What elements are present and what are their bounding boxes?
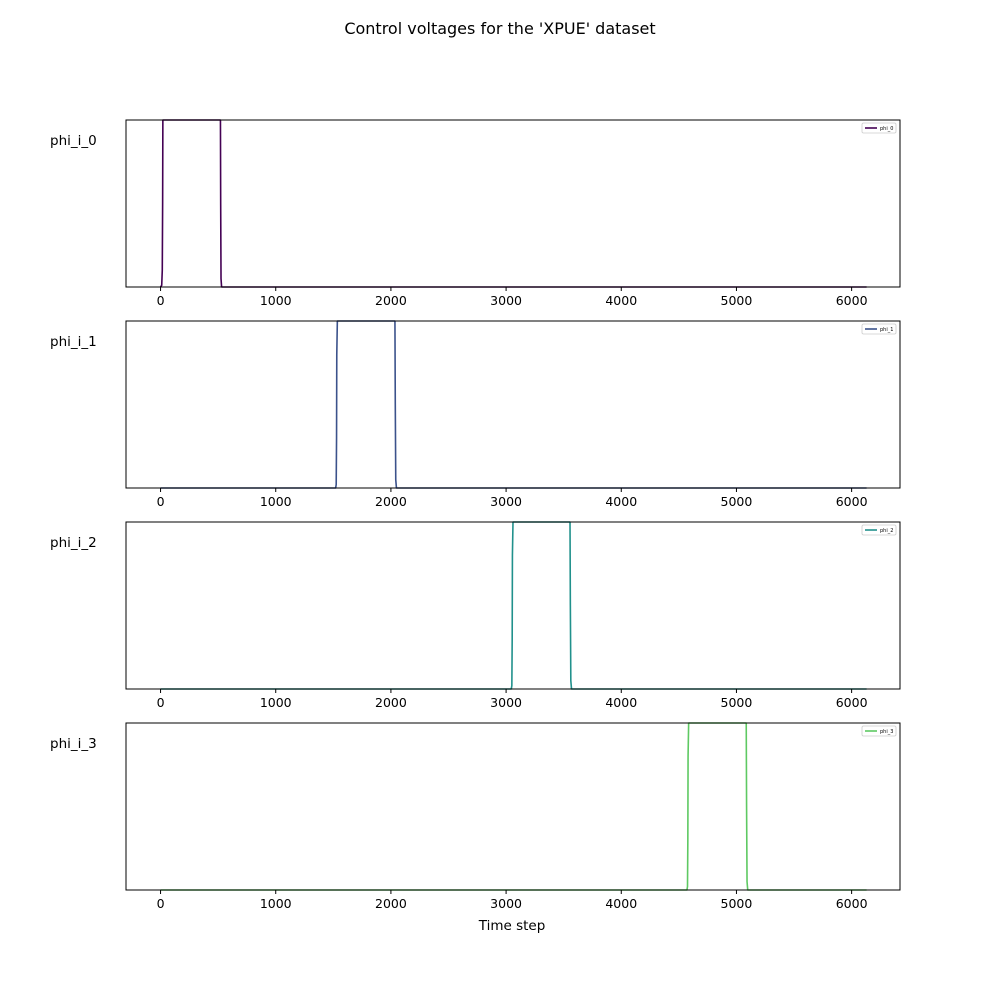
subplot-3: 0 1000 2000 3000 4000 5000 6000 phi_i_3 phi_3 (50, 722, 901, 911)
x-tick-label: 4000 (605, 494, 637, 509)
x-tick-label: 3000 (490, 494, 522, 509)
y-axis-label: phi_i_0 (50, 133, 97, 149)
x-tick-label: 2000 (375, 695, 407, 710)
x-tick-label: 0 (157, 494, 165, 509)
legend-label: phi_3 (880, 729, 893, 735)
axes-frame (125, 320, 901, 489)
series-line-phi_0 (159, 119, 867, 288)
x-tick-label: 2000 (375, 494, 407, 509)
subplot-panels: 0 1000 2000 3000 4000 5000 6000 phi_i_0 phi_0 0 10… (50, 119, 901, 911)
axes-frame (125, 119, 901, 288)
x-tick-label: 3000 (490, 695, 522, 710)
x-tick-label: 1000 (260, 494, 292, 509)
x-tick-label: 4000 (605, 896, 637, 911)
axes-frame (125, 521, 901, 690)
subplot-2: 0 1000 2000 3000 4000 5000 6000 phi_i_2 phi_2 (50, 521, 901, 710)
x-tick-label: 1000 (260, 695, 292, 710)
x-tick-label: 1000 (260, 293, 292, 308)
x-tick-label: 5000 (721, 695, 753, 710)
x-tick-label: 4000 (605, 695, 637, 710)
legend-label: phi_2 (880, 528, 893, 534)
x-axis-label: Time step (478, 918, 546, 934)
subplot-1: 0 1000 2000 3000 4000 5000 6000 phi_i_1 phi_1 (50, 320, 901, 509)
axes-frame (125, 722, 901, 891)
legend-box (861, 524, 897, 536)
legend: phi_3 (861, 725, 897, 737)
x-tick-label: 0 (157, 896, 165, 911)
x-tick-label: 6000 (836, 896, 868, 911)
chart-title: Control voltages for the 'XPUE' dataset (344, 19, 655, 38)
x-tick-label: 1000 (260, 896, 292, 911)
x-tick-label: 4000 (605, 293, 637, 308)
series-line-phi_3 (160, 722, 867, 891)
series-line-phi_1 (160, 320, 867, 489)
subplot-0: 0 1000 2000 3000 4000 5000 6000 phi_i_0 phi_0 (50, 119, 901, 308)
legend-box (861, 725, 897, 737)
x-tick-label: 6000 (836, 293, 868, 308)
legend-label: phi_0 (880, 126, 893, 132)
x-tick-label: 5000 (721, 896, 753, 911)
y-axis-label: phi_i_1 (50, 334, 97, 350)
series-line-phi_2 (160, 521, 867, 690)
x-tick-label: 2000 (375, 293, 407, 308)
x-tick-label: 5000 (721, 494, 753, 509)
x-tick-label: 6000 (836, 494, 868, 509)
x-tick-label: 2000 (375, 896, 407, 911)
x-tick-label: 3000 (490, 293, 522, 308)
legend-label: phi_1 (880, 327, 893, 333)
legend-box (861, 323, 897, 335)
y-axis-label: phi_i_2 (50, 535, 97, 551)
x-tick-label: 5000 (721, 293, 753, 308)
legend: phi_0 (861, 122, 897, 134)
legend-box (861, 122, 897, 134)
x-tick-label: 0 (157, 293, 165, 308)
legend: phi_2 (861, 524, 897, 536)
y-axis-label: phi_i_3 (50, 736, 97, 752)
legend: phi_1 (861, 323, 897, 335)
x-tick-label: 6000 (836, 695, 868, 710)
x-tick-label: 3000 (490, 896, 522, 911)
x-tick-label: 0 (157, 695, 165, 710)
